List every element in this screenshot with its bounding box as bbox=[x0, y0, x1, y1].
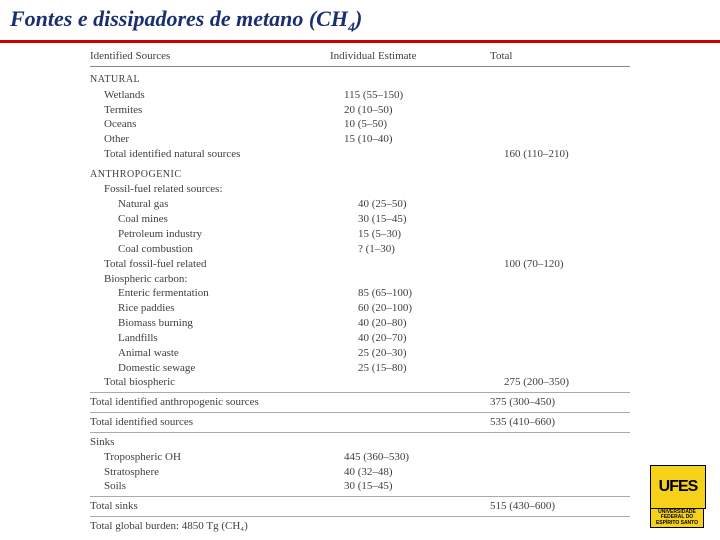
table-row: Termites20 (10–50) bbox=[90, 103, 630, 118]
row-total: 375 (300–450) bbox=[490, 395, 610, 410]
table-row: Oceans10 (5–50) bbox=[90, 117, 630, 132]
row-label: Stratosphere bbox=[90, 465, 344, 480]
table-row: Other15 (10–40) bbox=[90, 132, 630, 147]
row-value: 40 (25–50) bbox=[358, 197, 518, 212]
row-label: Domestic sewage bbox=[90, 361, 358, 376]
logo-line3: ESPÍRITO SANTO bbox=[652, 521, 702, 527]
table-row: Domestic sewage25 (15–80) bbox=[90, 361, 630, 376]
row-value: 40 (20–80) bbox=[358, 316, 518, 331]
row-total: 160 (110–210) bbox=[504, 147, 624, 162]
row-value: 25 (15–80) bbox=[358, 361, 518, 376]
row-label: Coal mines bbox=[90, 212, 358, 227]
row-value: 115 (55–150) bbox=[344, 88, 504, 103]
row-value: 20 (10–50) bbox=[344, 103, 504, 118]
table-row-total: Total identified anthropogenic sources 37… bbox=[90, 395, 630, 410]
row-label: Landfills bbox=[90, 331, 358, 346]
page-title: Fontes e dissipadores de metano (CH4) bbox=[10, 6, 362, 31]
row-total: 515 (430–600) bbox=[490, 499, 610, 514]
row-label: Soils bbox=[90, 479, 344, 494]
row-label: Rice paddies bbox=[90, 301, 358, 316]
divider bbox=[90, 496, 630, 497]
subsection-biospheric: Biospheric carbon: bbox=[90, 272, 630, 287]
row-label: Total identified natural sources bbox=[90, 147, 344, 162]
table-row-total: Total sinks 515 (430–600) bbox=[90, 499, 630, 514]
row-label: Total identified anthropogenic sources bbox=[90, 395, 330, 410]
row-label: Total identified sources bbox=[90, 415, 330, 430]
table-header-row: Identified Sources Individual Estimate T… bbox=[90, 49, 630, 67]
global-burden-row: Total global burden: 4850 Tg (CH₄) bbox=[90, 519, 630, 534]
row-value: 25 (20–30) bbox=[358, 346, 518, 361]
table-row: Stratosphere40 (32–48) bbox=[90, 465, 630, 480]
row-label: Enteric fermentation bbox=[90, 286, 358, 301]
row-label: Petroleum industry bbox=[90, 227, 358, 242]
table-row: Landfills40 (20–70) bbox=[90, 331, 630, 346]
table-row: Animal waste25 (20–30) bbox=[90, 346, 630, 361]
row-label: Natural gas bbox=[90, 197, 358, 212]
table-row: Natural gas40 (25–50) bbox=[90, 197, 630, 212]
row-value: 30 (15–45) bbox=[344, 479, 504, 494]
section-natural: NATURAL bbox=[90, 73, 630, 87]
row-label: Biomass burning bbox=[90, 316, 358, 331]
divider bbox=[90, 432, 630, 433]
row-value: 30 (15–45) bbox=[358, 212, 518, 227]
table-row-total: Total biospheric 275 (200–350) bbox=[90, 375, 630, 390]
table-row: Rice paddies60 (20–100) bbox=[90, 301, 630, 316]
section-anthropogenic: ANTHROPOGENIC bbox=[90, 168, 630, 182]
header-total: Total bbox=[490, 49, 610, 64]
divider bbox=[90, 412, 630, 413]
divider bbox=[90, 516, 630, 517]
row-label: Wetlands bbox=[90, 88, 344, 103]
row-value: ? (1–30) bbox=[358, 242, 518, 257]
row-label: Tropospheric OH bbox=[90, 450, 344, 465]
table-row: Enteric fermentation85 (65–100) bbox=[90, 286, 630, 301]
row-value: 40 (32–48) bbox=[344, 465, 504, 480]
logo-subtitle: UNIVERSIDADE FEDERAL DO ESPÍRITO SANTO bbox=[650, 509, 704, 529]
row-label: Other bbox=[90, 132, 344, 147]
row-label: Termites bbox=[90, 103, 344, 118]
row-label: Sinks bbox=[90, 435, 330, 450]
table-row: Petroleum industry15 (5–30) bbox=[90, 227, 630, 242]
table-row-total: Total identified sources 535 (410–660) bbox=[90, 415, 630, 430]
row-value: 445 (360–530) bbox=[344, 450, 504, 465]
table-row-total: Total identified natural sources 160 (110… bbox=[90, 147, 630, 162]
table-row: Wetlands115 (55–150) bbox=[90, 88, 630, 103]
row-label: Total sinks bbox=[90, 499, 330, 514]
data-table: Identified Sources Individual Estimate T… bbox=[0, 43, 720, 534]
row-label: Total biospheric bbox=[90, 375, 344, 390]
title-suffix: ) bbox=[355, 6, 362, 31]
row-label: Animal waste bbox=[90, 346, 358, 361]
row-value: 15 (10–40) bbox=[344, 132, 504, 147]
subsection-fossil: Fossil-fuel related sources: bbox=[90, 182, 630, 197]
row-label: Total fossil-fuel related bbox=[90, 257, 344, 272]
divider bbox=[90, 392, 630, 393]
table-row: Soils30 (15–45) bbox=[90, 479, 630, 494]
global-burden: Total global burden: 4850 Tg (CH₄) bbox=[90, 519, 630, 534]
row-value: 10 (5–50) bbox=[344, 117, 504, 132]
logo-text: UFES bbox=[650, 465, 706, 509]
header-sources: Identified Sources bbox=[90, 49, 330, 64]
header-estimate: Individual Estimate bbox=[330, 49, 490, 64]
row-total: 275 (200–350) bbox=[504, 375, 624, 390]
table-row-total: Total fossil-fuel related 100 (70–120) bbox=[90, 257, 630, 272]
row-label: Fossil-fuel related sources: bbox=[90, 182, 344, 197]
table-row: Tropospheric OH445 (360–530) bbox=[90, 450, 630, 465]
title-prefix: Fontes e dissipadores de metano (CH bbox=[10, 6, 348, 31]
row-label: Biospheric carbon: bbox=[90, 272, 344, 287]
row-value: 60 (20–100) bbox=[358, 301, 518, 316]
row-label: Oceans bbox=[90, 117, 344, 132]
row-value: 85 (65–100) bbox=[358, 286, 518, 301]
row-total: 100 (70–120) bbox=[504, 257, 624, 272]
table-row: Coal mines30 (15–45) bbox=[90, 212, 630, 227]
row-total: 535 (410–660) bbox=[490, 415, 610, 430]
row-value: 15 (5–30) bbox=[358, 227, 518, 242]
table-row: Coal combustion? (1–30) bbox=[90, 242, 630, 257]
ufes-logo: UFES UNIVERSIDADE FEDERAL DO ESPÍRITO SA… bbox=[650, 465, 704, 529]
title-bar: Fontes e dissipadores de metano (CH4) bbox=[0, 0, 720, 43]
row-value: 40 (20–70) bbox=[358, 331, 518, 346]
row-label: Coal combustion bbox=[90, 242, 358, 257]
table-row: Biomass burning40 (20–80) bbox=[90, 316, 630, 331]
section-sinks: Sinks bbox=[90, 435, 630, 450]
title-subscript: 4 bbox=[348, 20, 355, 35]
